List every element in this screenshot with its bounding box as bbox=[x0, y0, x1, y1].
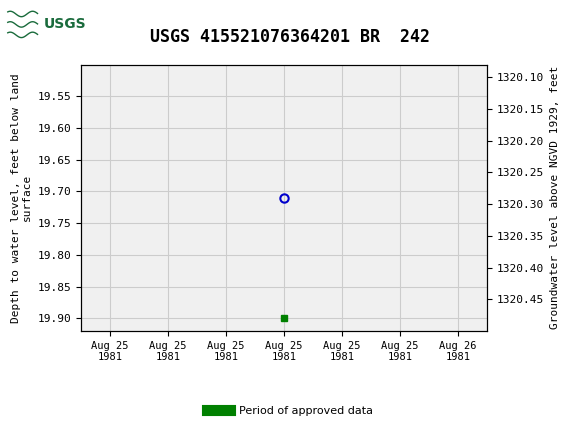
Y-axis label: Groundwater level above NGVD 1929, feet: Groundwater level above NGVD 1929, feet bbox=[550, 66, 560, 329]
Text: USGS 415521076364201 BR  242: USGS 415521076364201 BR 242 bbox=[150, 28, 430, 46]
Text: USGS: USGS bbox=[44, 17, 86, 31]
Y-axis label: Depth to water level, feet below land
surface: Depth to water level, feet below land su… bbox=[10, 73, 32, 322]
Legend: Period of approved data: Period of approved data bbox=[203, 401, 377, 420]
